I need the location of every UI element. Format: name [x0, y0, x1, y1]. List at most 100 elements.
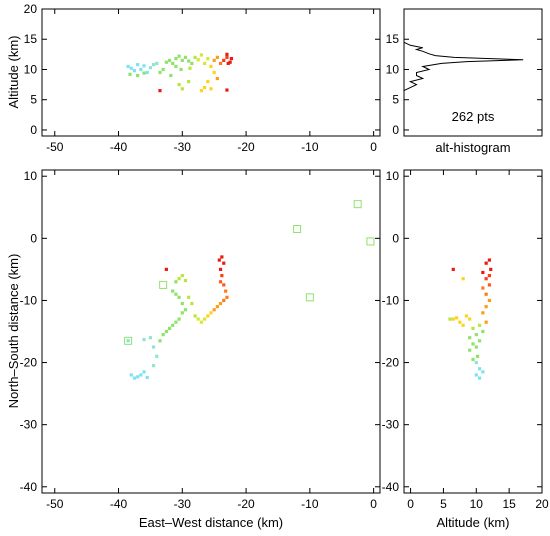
ns-vs-ew-point	[164, 329, 168, 334]
ns-vs-ew-point	[183, 278, 188, 283]
ns-vs-ew-outlier-marker	[124, 336, 133, 345]
altitude-vs-ew-point	[187, 59, 191, 63]
altitude-vs-ew-point	[148, 66, 153, 70]
altitude-vs-ew-point	[136, 73, 140, 78]
ns-vs-ew-point	[218, 301, 223, 306]
histogram-ytick-label: 15	[386, 32, 400, 46]
altitude-vs-ew-point	[222, 58, 226, 63]
ns-vs-altitude-ytick-label: -20	[382, 356, 400, 370]
altitude-vs-ew-point	[167, 58, 172, 63]
ns-vs-ew-point	[183, 308, 188, 312]
ns-vs-altitude-point	[474, 373, 478, 377]
ns-vs-ew-point	[225, 295, 229, 299]
altitude-vs-ew-point	[199, 53, 204, 57]
ns-vs-altitude-panel: Altitude (km) 0 5 10 15 20 -40 -30 -20 -10 0 10	[382, 169, 549, 530]
ns-vs-altitude-point	[481, 311, 485, 315]
ns-vs-ew-ytick-label: -30	[20, 418, 38, 432]
altitude-vs-ew-point	[226, 61, 230, 66]
ns-vs-ew-point	[152, 345, 156, 349]
ns-vs-ew-point	[206, 314, 210, 318]
ns-vs-ew-point	[174, 320, 178, 324]
ns-vs-ew-point	[136, 375, 140, 379]
altitude-vs-ew-point	[177, 82, 181, 87]
altitude-vs-ew-point	[145, 70, 149, 75]
ns-vs-ew-panel: North–South distance (km) East–West dist…	[6, 169, 381, 530]
altitude-vs-ew-point	[212, 70, 216, 75]
ns-vs-ew-ytick-label: 10	[24, 169, 38, 183]
ns-vs-altitude-xlabel: Altitude (km)	[437, 515, 510, 530]
ns-vs-ew-point	[193, 314, 197, 318]
ns-vs-ew-xtick-label: -20	[237, 497, 255, 511]
ns-vs-ew-point	[164, 267, 168, 271]
altitude-vs-ew-point	[171, 61, 175, 66]
ns-vs-ew-point	[171, 289, 175, 293]
ns-vs-ew-point	[126, 339, 130, 343]
altitude-vs-ew-point	[126, 64, 130, 69]
ns-vs-altitude-point	[484, 277, 488, 281]
ns-vs-ew-ytick-label: -20	[20, 356, 38, 370]
histogram-line	[403, 33, 524, 97]
altitude-vs-ew-point	[174, 56, 178, 61]
ns-vs-altitude-point	[461, 277, 465, 281]
altitude-vs-ew-point	[215, 76, 219, 81]
ns-vs-ew-point	[203, 317, 207, 321]
altitude-vs-ew-point	[169, 73, 173, 78]
altitude-vs-ew-xtick-label: -40	[110, 140, 128, 154]
ns-vs-altitude-point	[468, 348, 472, 352]
ns-vs-ew-point	[177, 295, 181, 299]
ns-vs-altitude-point	[484, 320, 488, 324]
altitude-vs-ew-point	[218, 61, 223, 66]
ns-vs-ew-point	[196, 317, 200, 321]
ns-vs-ew-point	[174, 292, 178, 296]
ns-vs-ew-xtick-label: -40	[110, 497, 128, 511]
ns-vs-altitude-point	[484, 305, 488, 309]
altitude-vs-ew-point	[203, 86, 207, 90]
ns-vs-ew-xtick-label: 0	[370, 497, 377, 511]
ns-vs-ew-outlier-marker	[353, 200, 362, 209]
altitude-vs-ew-ylabel: Altitude (km)	[6, 36, 21, 109]
altitude-vs-ew-ytick-label: 0	[30, 123, 37, 137]
altitude-histogram-frame	[403, 8, 543, 137]
ns-vs-ew-point	[161, 333, 165, 337]
ns-vs-altitude-point	[461, 323, 465, 327]
altitude-vs-ew-point	[212, 58, 216, 63]
altitude-vs-ew-point	[132, 69, 137, 73]
ns-vs-ew-point	[152, 364, 156, 368]
ns-vs-altitude-xtick-label: 5	[440, 497, 447, 511]
altitude-vs-ew-point	[142, 71, 146, 75]
altitude-vs-ew-panel: Altitude (km) -50 -40 -30 -20 -10 0 0 5 10 15 20	[6, 2, 381, 154]
ns-vs-altitude-point	[474, 360, 478, 365]
ns-vs-altitude-point	[448, 317, 452, 321]
altitude-vs-ew-point	[206, 79, 210, 84]
ns-vs-ew-point	[174, 280, 178, 284]
ns-vs-ew-outlier-marker	[366, 237, 375, 246]
ns-vs-ew-ylabel: North–South distance (km)	[6, 254, 21, 409]
altitude-vs-ew-ytick-label: 20	[24, 2, 38, 16]
altitude-vs-ew-point	[164, 60, 168, 64]
ns-vs-ew-point	[177, 317, 181, 321]
altitude-vs-ew-point	[225, 55, 229, 59]
ns-vs-ew-point	[167, 326, 172, 330]
ns-vs-ew-frame	[41, 169, 381, 494]
altitude-vs-ew-point	[158, 70, 162, 75]
altitude-vs-ew-point	[139, 67, 143, 72]
ns-vs-altitude-point	[487, 283, 492, 287]
altitude-vs-ew-point	[203, 61, 207, 66]
ns-vs-ew-outlier-marker	[305, 293, 314, 302]
ns-vs-altitude-point	[471, 357, 475, 362]
altitude-vs-ew-point	[180, 58, 184, 63]
altitude-vs-ew-xtick-label: -30	[174, 140, 192, 154]
ns-vs-ew-point	[155, 354, 159, 358]
altitude-histogram-panel: 262 pts alt-histogram 0 5 10 15	[386, 8, 543, 155]
altitude-vs-ew-point	[136, 63, 140, 67]
altitude-vs-ew-point	[179, 67, 183, 72]
histogram-ytick-label: 5	[392, 93, 399, 107]
altitude-vs-ew-point	[199, 89, 204, 93]
altitude-vs-ew-xtick-label: -50	[46, 140, 64, 154]
ns-vs-ew-point	[142, 370, 146, 374]
ns-vs-altitude-point	[481, 270, 485, 275]
ns-vs-altitude-point	[451, 317, 455, 321]
altitude-vs-ew-point	[158, 89, 162, 93]
ns-vs-ew-point	[222, 283, 226, 287]
